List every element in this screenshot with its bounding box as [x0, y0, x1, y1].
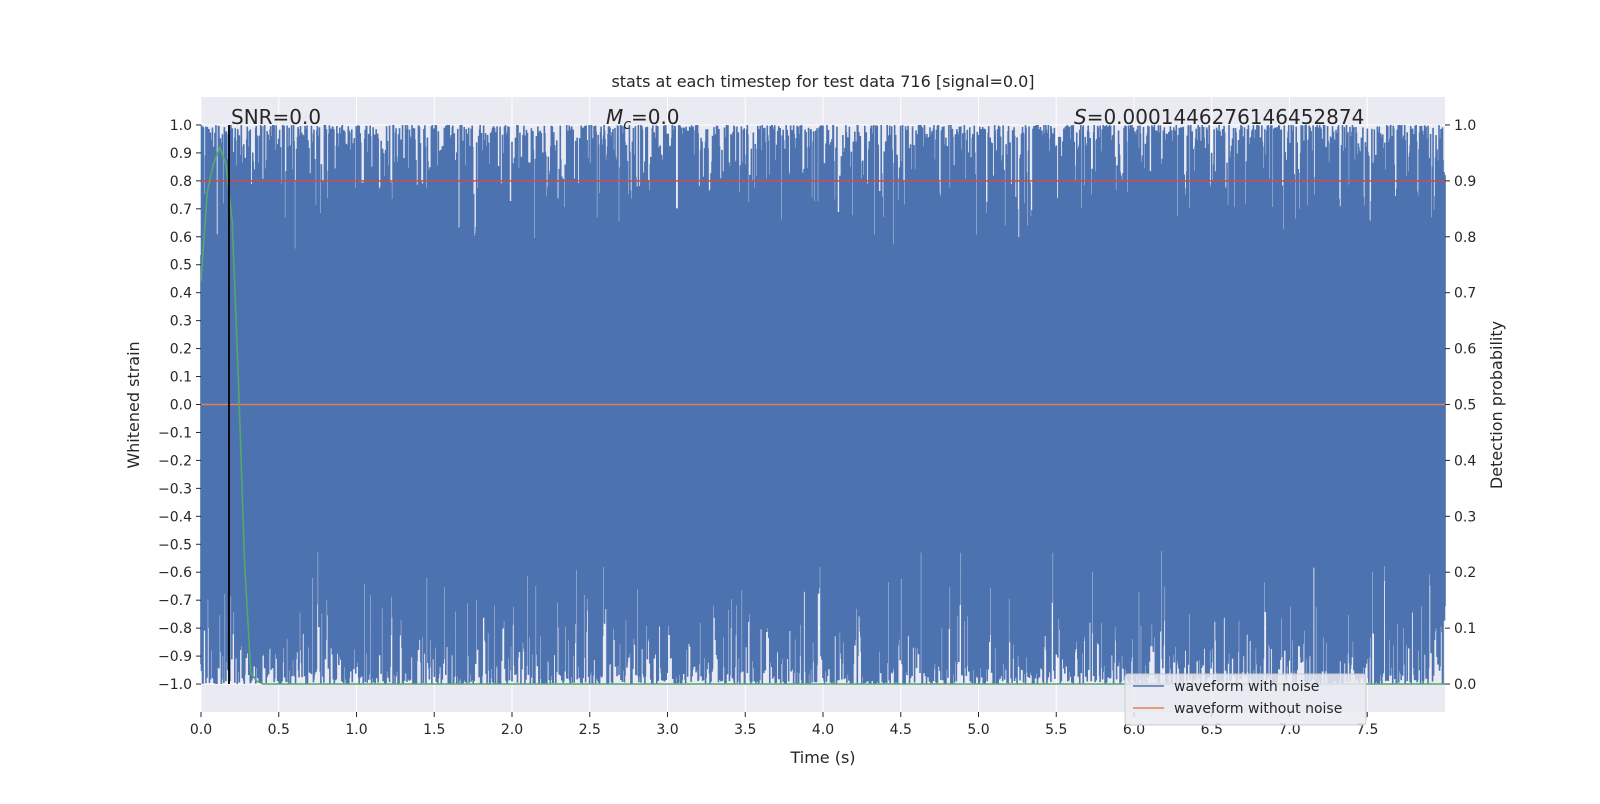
snr-annotation: SNR=0.0 [231, 105, 321, 129]
x-tick-label: 5.5 [1045, 722, 1067, 738]
y2-tick-label: 0.6 [1454, 342, 1476, 358]
y2-tick-label: 0.0 [1454, 677, 1476, 693]
y-tick-label: −0.1 [158, 425, 192, 441]
y-tick-label: 0.1 [170, 370, 192, 386]
chirp-mass-value: =0.0 [631, 105, 680, 129]
y-tick-label: 0.7 [170, 202, 192, 218]
y2-tick-label: 0.2 [1454, 565, 1476, 581]
x-tick-label: 2.5 [579, 722, 601, 738]
detection-probability-line [200, 145, 1445, 685]
y-tick-label: −0.5 [158, 537, 192, 553]
waveform-with-noise-fill [201, 278, 1445, 522]
y-tick-label: 0.0 [170, 398, 192, 414]
y-tick-label: −0.2 [158, 453, 192, 469]
x-tick-label: 4.0 [812, 722, 834, 738]
y2-tick-label: 0.1 [1454, 621, 1476, 637]
y-tick-label: 0.3 [170, 314, 192, 330]
x-tick-label: 0.5 [268, 722, 290, 738]
x-tick-label: 6.0 [1123, 722, 1145, 738]
y-tick-label: −1.0 [158, 677, 192, 693]
y2-tick-label: 0.4 [1454, 453, 1476, 469]
x-tick-label: 5.0 [967, 722, 989, 738]
chirp-mass-symbol: M [606, 105, 623, 129]
y-tick-label: 0.2 [170, 342, 192, 358]
y-tick-label: −0.9 [158, 649, 192, 665]
y-tick-label: 0.5 [170, 258, 192, 274]
x-tick-label: 6.5 [1201, 722, 1223, 738]
x-tick-label: 3.5 [734, 722, 756, 738]
x-tick-label: 7.0 [1278, 722, 1300, 738]
y-tick-label: 0.6 [170, 230, 192, 246]
y-tick-label: 1.0 [170, 118, 192, 134]
y2-axis-ticks: 1.0 0.9 0.8 0.7 0.6 0.5 0.4 0.3 0.2 0.1 0.0 [1445, 118, 1476, 693]
x-tick-label: 7.5 [1356, 722, 1378, 738]
y-tick-label: −0.3 [158, 481, 192, 497]
legend-label-noise: waveform with noise [1174, 679, 1319, 695]
x-tick-label: 2.0 [501, 722, 523, 738]
chirp-mass-annotation: Mc=0.0 [606, 105, 680, 133]
chart-title: stats at each timestep for test data 716… [611, 72, 1034, 91]
y-axis-ticks: 1.0 0.9 0.8 0.7 0.6 0.5 0.4 0.3 0.2 0.1 0.0 −0.1 −0.… [158, 118, 201, 693]
y2-tick-label: 0.3 [1454, 509, 1476, 525]
y2-tick-label: 0.5 [1454, 398, 1476, 414]
y-tick-label: −0.4 [158, 509, 192, 525]
legend: waveform with noise waveform without noi… [1124, 673, 1367, 726]
y-axis-label: Whitened strain [124, 341, 143, 468]
x-tick-label: 1.0 [345, 722, 367, 738]
x-tick-label: 1.5 [423, 722, 445, 738]
y-tick-label: 0.4 [170, 286, 192, 302]
score-symbol: S [1074, 105, 1087, 129]
score-value: =0.0001446276146452874 [1087, 105, 1365, 129]
y-tick-label: −0.8 [158, 621, 192, 637]
score-annotation: S=0.0001446276146452874 [1074, 105, 1364, 129]
y2-tick-label: 0.8 [1454, 230, 1476, 246]
legend-label-clean: waveform without noise [1174, 701, 1342, 717]
y2-tick-label: 1.0 [1454, 118, 1476, 134]
chirp-mass-subscript: c [623, 117, 631, 133]
x-axis-ticks: 0.0 0.5 1.0 1.5 2.0 2.5 3.0 3.5 4.0 4.5 5.0 5.5 6.0 6… [190, 712, 1378, 738]
y2-axis-label: Detection probability [1487, 321, 1506, 489]
y-tick-label: −0.6 [158, 565, 192, 581]
y2-tick-label: 0.7 [1454, 286, 1476, 302]
x-tick-label: 4.5 [890, 722, 912, 738]
y-tick-label: 0.9 [170, 146, 192, 162]
x-tick-label: 0.0 [190, 722, 212, 738]
x-tick-label: 3.0 [656, 722, 678, 738]
y-tick-label: 0.8 [170, 174, 192, 190]
y2-tick-label: 0.9 [1454, 174, 1476, 190]
legend-box [1124, 673, 1367, 726]
x-axis-label: Time (s) [789, 748, 855, 767]
waveform-with-noise-series [200, 124, 1446, 685]
y-tick-label: −0.7 [158, 593, 192, 609]
